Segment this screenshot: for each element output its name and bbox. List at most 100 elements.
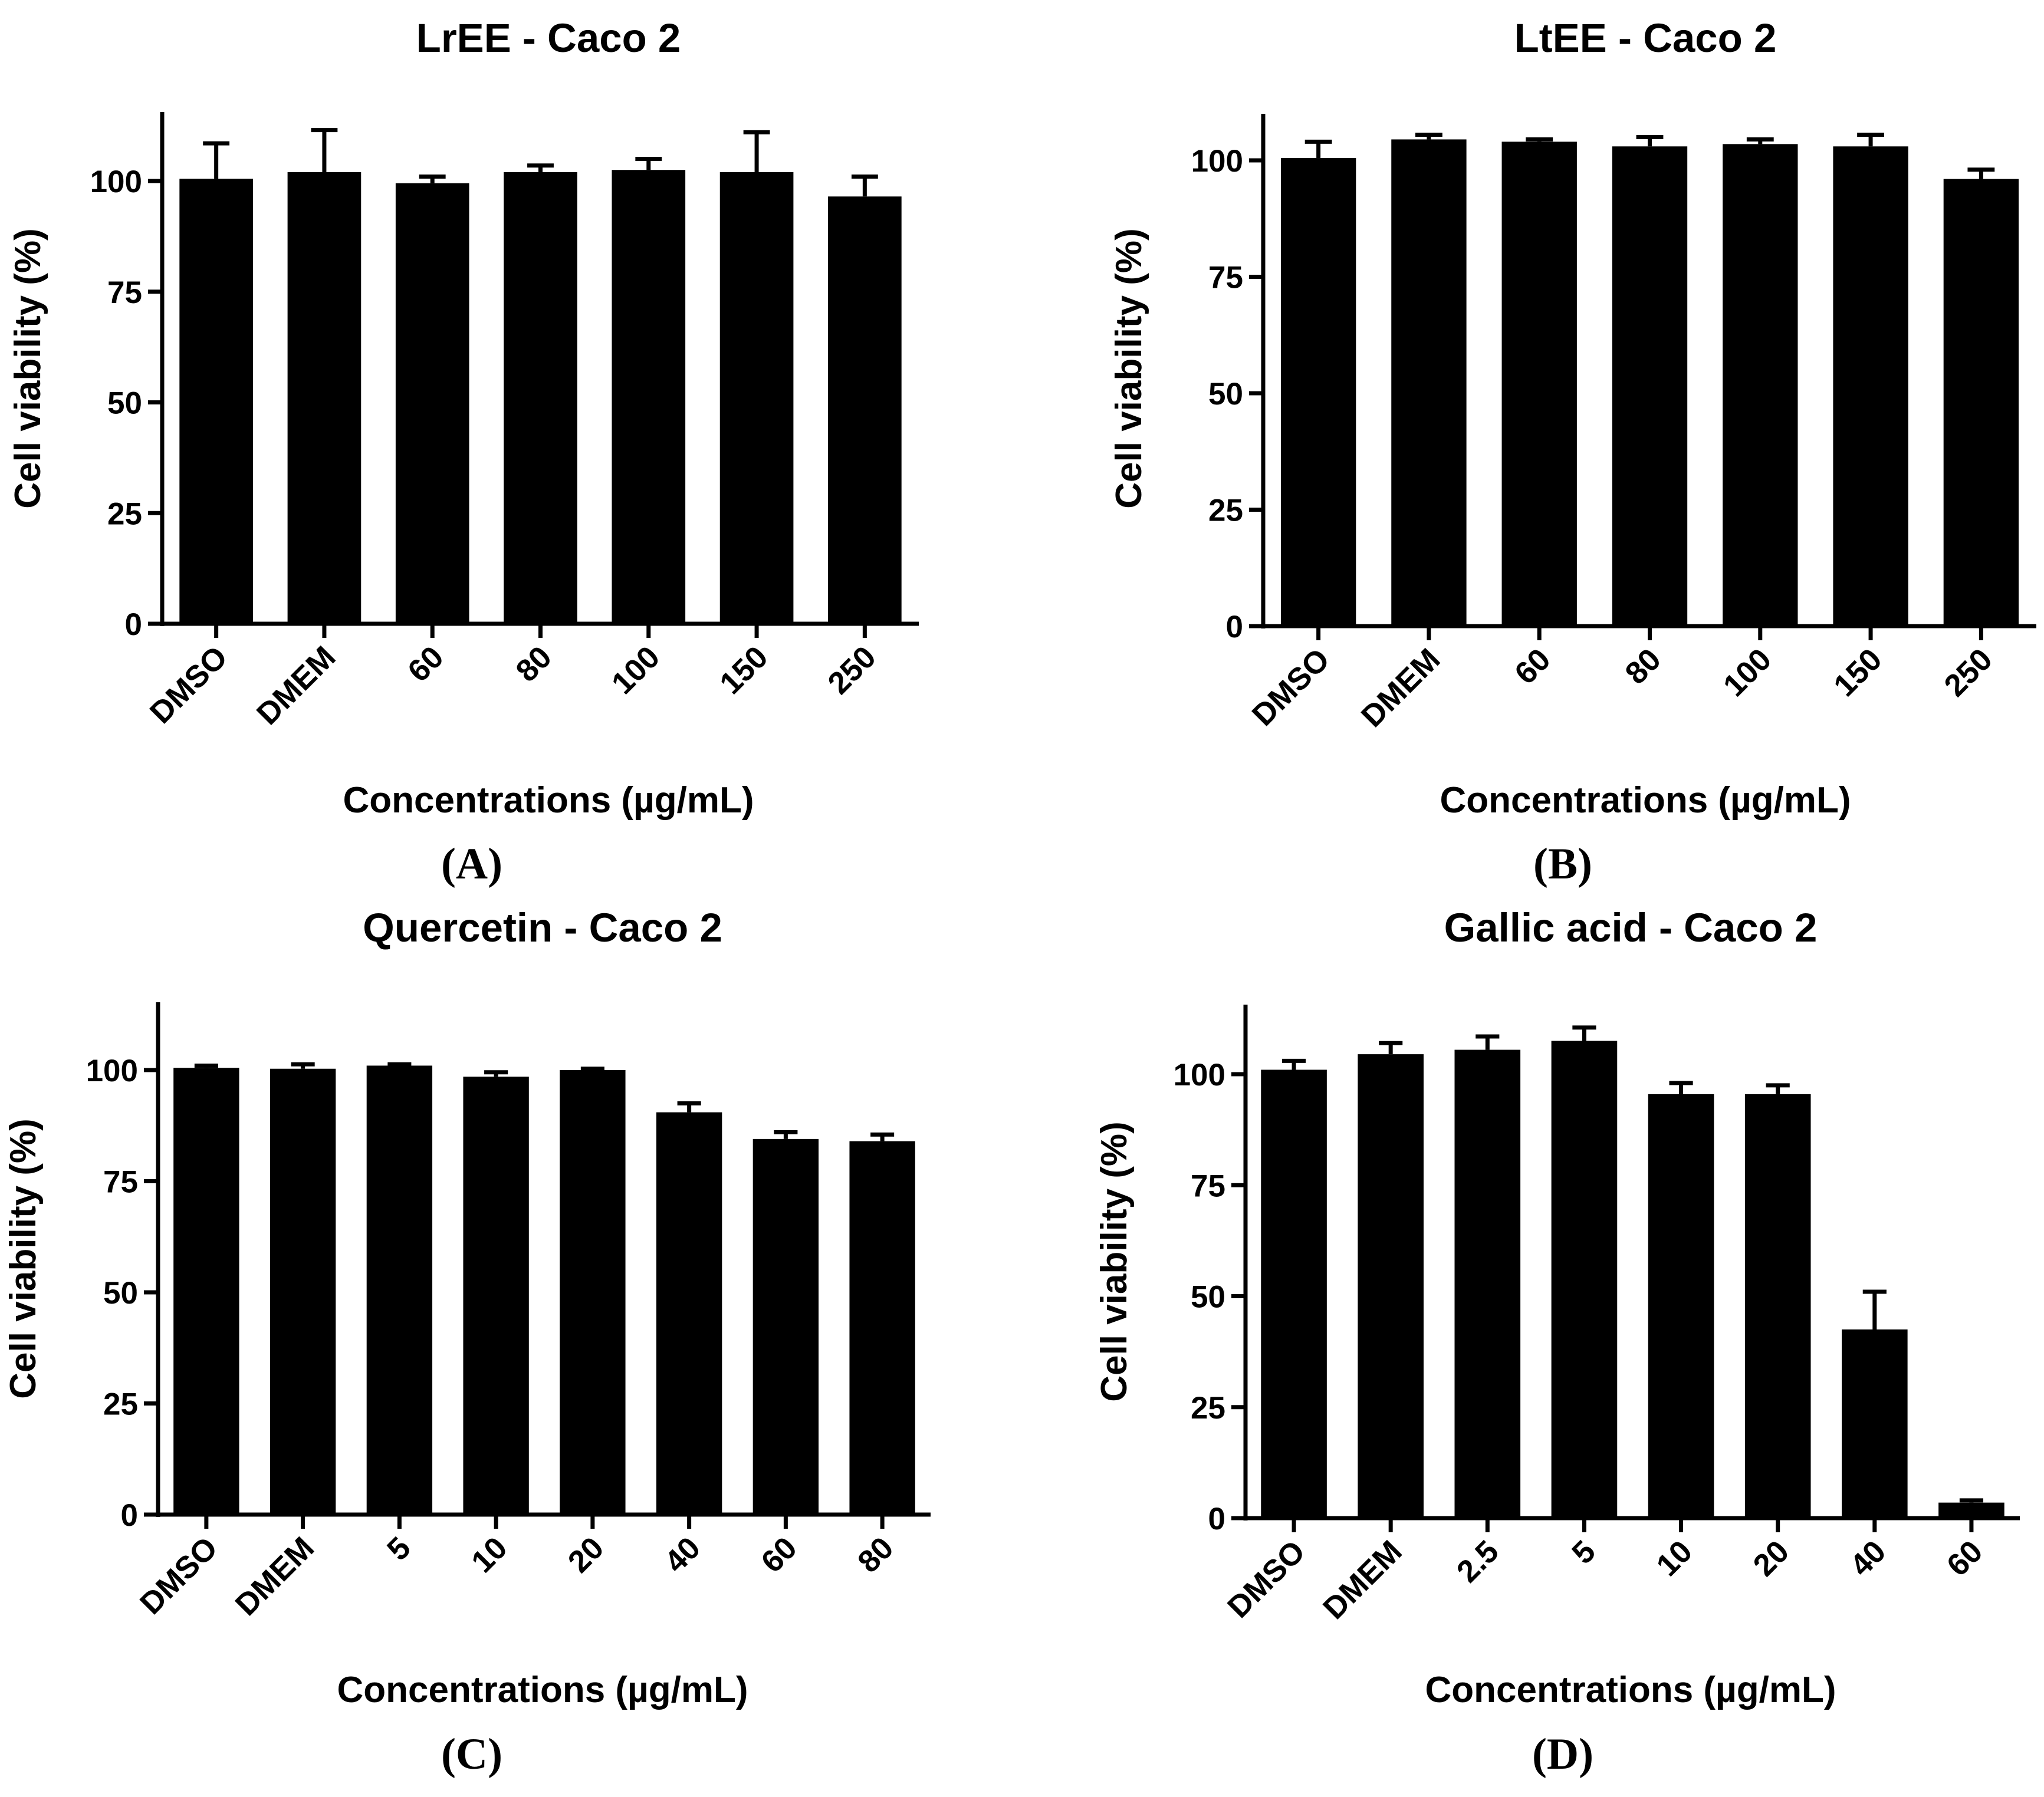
bar-250 [828,196,902,624]
x-tick-label: 60 [1940,1534,1989,1583]
bar-10 [463,1077,529,1515]
y-tick-label: 50 [1208,377,1243,412]
bar-DMEM [1358,1054,1424,1518]
x-axis-label: Concentrations (µg/mL) [1440,780,1851,821]
bar-DMSO [1280,158,1356,626]
chart-title: LrEE - Caco 2 [416,15,681,61]
bar-40 [656,1112,722,1515]
y-tick-label: 100 [90,164,142,199]
bar-DMEM [287,172,362,624]
x-tick-label: 80 [851,1531,900,1579]
bar-250 [1943,179,2019,627]
y-tick-label: 0 [121,1498,138,1533]
x-tick-label: 5 [380,1531,418,1568]
x-axis-label: Concentrations (µg/mL) [337,1670,748,1710]
x-tick-label: 10 [1650,1534,1699,1583]
chart-title: Quercetin - Caco 2 [363,905,722,950]
x-tick-label: 150 [1827,642,1888,703]
bar-10 [1648,1094,1714,1518]
y-tick-label: 75 [103,1165,138,1200]
y-tick-label: 100 [1174,1058,1225,1092]
y-axis-label: Cell viability (%) [1109,228,1149,508]
x-tick-label: DMEM [1316,1534,1408,1626]
bar-80 [504,172,577,624]
x-tick-label: 5 [1565,1534,1602,1571]
bar-5 [1551,1041,1618,1518]
x-tick-label: 250 [1938,642,1999,703]
y-tick-label: 25 [107,496,142,531]
x-tick-label: DMSO [133,1531,224,1621]
x-tick-label: DMEM [1355,642,1447,734]
bar-DMSO [1261,1069,1327,1518]
x-tick-label: DMEM [250,640,342,732]
chart-panel-gallic-acid: Gallic acid - Caco 2 0 25 50 75 100 DMSO DMEM 2.… [1094,905,2020,1779]
chart-panel-ltee: LtEE - Caco 2 0 25 50 75 100 DMSO DMEM 60 80 100 15… [1109,15,2036,888]
bar-100 [1723,144,1798,627]
y-tick-label: 100 [1191,144,1243,179]
y-axis-label: Cell viability (%) [1094,1121,1135,1401]
x-tick-label: 80 [510,640,558,689]
y-tick-label: 25 [103,1387,138,1422]
chart-panel-lree: LrEE - Caco 2 0 25 50 75 100 DMSO DMEM 60 80 100 15… [8,15,919,888]
x-tick-label: DMSO [143,640,234,730]
panel-letter: (C) [441,1730,502,1779]
x-tick-label: 40 [1843,1534,1892,1583]
x-tick-label: 80 [1619,642,1668,691]
bar-2.5 [1454,1049,1521,1518]
y-tick-label: 75 [1191,1169,1225,1203]
chart-title: LtEE - Caco 2 [1514,15,1777,61]
y-tick-label: 25 [1208,493,1243,528]
bar-DMSO [173,1068,239,1515]
y-tick-label: 0 [125,607,142,642]
y-tick-label: 50 [107,386,142,421]
x-tick-label: 20 [561,1531,610,1579]
y-tick-label: 100 [86,1054,138,1088]
y-tick-label: 25 [1191,1391,1225,1426]
x-tick-label: 20 [1747,1534,1796,1583]
x-axis-label: Concentrations (µg/mL) [1425,1670,1836,1710]
bar-DMEM [1391,139,1467,626]
x-tick-label: DMSO [1246,642,1336,733]
x-axis-label: Concentrations (µg/mL) [343,780,754,821]
chart-title: Gallic acid - Caco 2 [1444,905,1818,950]
bar-60 [1501,141,1577,626]
x-tick-label: 60 [1508,642,1557,691]
y-tick-label: 75 [1208,261,1243,295]
bar-DMEM [270,1068,336,1515]
bar-100 [612,170,686,624]
bar-40 [1842,1329,1908,1518]
x-tick-label: 60 [401,640,450,689]
y-tick-label: 50 [103,1276,138,1311]
y-tick-label: 75 [107,275,142,310]
x-tick-label: 150 [713,640,774,701]
bar-150 [1833,146,1908,627]
bar-60 [395,183,469,624]
bar-20 [560,1070,626,1515]
bar-DMSO [179,179,253,624]
bar-80 [849,1141,915,1515]
y-tick-label: 50 [1191,1280,1225,1315]
panel-letter: (A) [441,840,502,888]
x-tick-label: 40 [658,1531,707,1579]
x-tick-label: 100 [1717,642,1778,703]
chart-panel-quercetin: Quercetin - Caco 2 0 25 50 75 100 DMSO DMEM 5 10 2… [3,905,931,1779]
panel-letter: (D) [1532,1730,1593,1779]
bar-150 [719,172,794,624]
y-tick-label: 0 [1226,610,1243,644]
y-axis-label: Cell viability (%) [3,1118,44,1398]
x-tick-label: 60 [754,1531,803,1579]
bar-60 [752,1138,819,1515]
bar-5 [366,1065,433,1515]
x-tick-label: DMEM [229,1531,321,1622]
panel-letter: (B) [1533,840,1592,888]
x-tick-label: 250 [821,640,883,701]
x-tick-label: 10 [465,1531,514,1579]
x-tick-label: 100 [605,640,666,701]
bar-20 [1744,1094,1811,1518]
y-axis-label: Cell viability (%) [8,228,48,508]
y-tick-label: 0 [1208,1502,1225,1536]
bar-60 [1938,1502,2004,1518]
x-tick-label: DMSO [1221,1534,1312,1625]
x-tick-label: 2.5 [1450,1534,1506,1589]
